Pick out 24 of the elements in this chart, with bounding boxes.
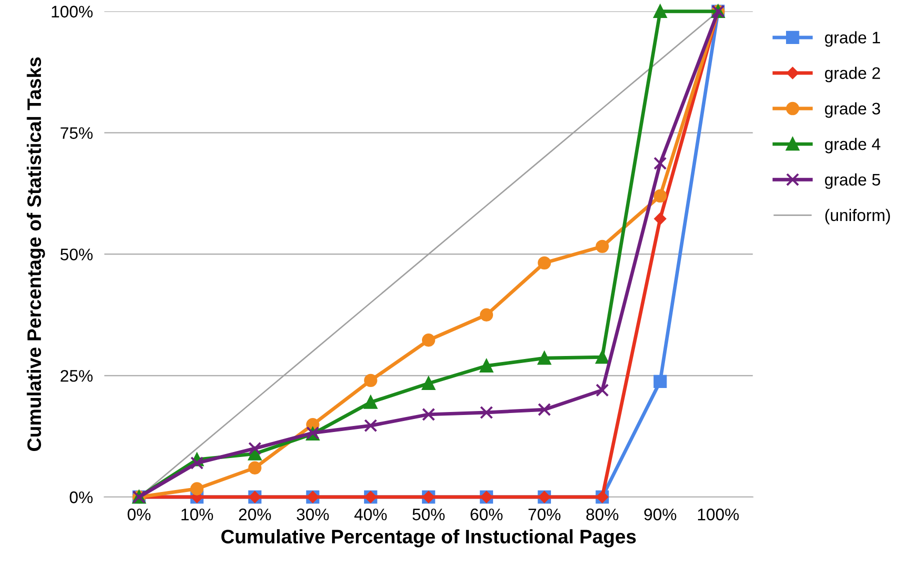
legend-label: (uniform) [825,208,890,224]
legend-label: grade 3 [824,102,880,118]
x-tick-label: 60% [470,508,503,520]
x-axis-title: Cumulative Percentage of Instuctional Pages [221,529,636,548]
legend-label: grade 2 [824,66,880,82]
y-tick-label: 75% [60,127,93,139]
y-tick-label: 25% [60,370,93,382]
x-tick-label: 10% [182,508,214,520]
x-tick-label: 0% [128,508,150,520]
x-tick-label: 40% [354,508,387,520]
y-tick-label: 50% [60,248,93,260]
x-tick-label: 20% [239,508,271,520]
legend-label: grade 4 [824,138,880,154]
legend-label: grade 5 [824,173,880,189]
x-tick-label: 70% [528,508,560,520]
x-tick-label: 100% [698,508,739,520]
x-tick-label: 90% [644,508,676,520]
y-tick-label: 100% [52,6,93,18]
x-tick-label: 30% [296,508,329,520]
y-tick-label: 0% [70,491,93,504]
x-tick-label: 50% [412,508,445,520]
y-axis-title: Cumulative Percentage of Statistical Tasks [26,57,46,451]
x-tick-label: 80% [586,508,618,520]
legend-label: grade 1 [824,31,880,47]
